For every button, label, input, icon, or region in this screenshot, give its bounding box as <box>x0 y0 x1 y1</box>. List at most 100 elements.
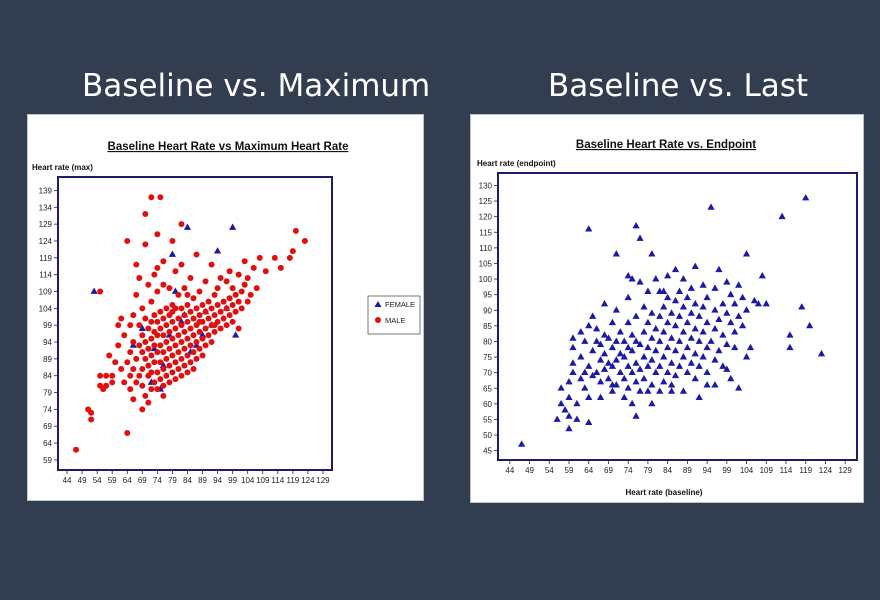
male-point <box>256 254 263 261</box>
male-point <box>163 355 170 362</box>
data-point <box>723 340 731 347</box>
male-point <box>184 318 191 325</box>
male-point <box>229 301 236 308</box>
data-point <box>604 374 613 382</box>
x-tick-label: 124 <box>819 466 833 475</box>
data-point <box>608 381 617 388</box>
male-point <box>88 409 95 416</box>
data-point <box>687 359 695 366</box>
data-point <box>731 300 739 307</box>
male-point <box>148 386 155 393</box>
male-point <box>292 227 299 234</box>
data-point <box>711 381 719 388</box>
male-point <box>187 275 194 282</box>
male-point <box>199 335 206 342</box>
y-tick-label: 55 <box>483 415 492 424</box>
data-point <box>786 331 794 338</box>
male-point <box>166 379 173 386</box>
data-point <box>632 337 640 344</box>
male-point <box>184 369 191 376</box>
x-tick-label: 104 <box>740 466 754 475</box>
data-point <box>687 334 695 341</box>
data-point <box>679 303 688 310</box>
data-point <box>652 324 660 332</box>
male-point <box>148 369 155 376</box>
chart-panel-baseline-vs-max: Baseline Heart Rate vs Maximum Heart Rat… <box>27 114 424 501</box>
data-point <box>679 275 688 282</box>
male-point <box>166 285 173 292</box>
data-point <box>628 368 636 376</box>
male-point <box>184 291 191 298</box>
data-point <box>636 234 644 241</box>
y-tick-label: 69 <box>43 422 52 431</box>
data-point <box>593 324 601 332</box>
data-point <box>711 356 719 363</box>
data-point <box>648 381 656 388</box>
x-axis-label: Heart rate (baseline) <box>626 488 703 497</box>
legend-female-marker <box>374 301 382 307</box>
male-point <box>181 285 188 292</box>
male-point <box>211 291 218 298</box>
data-point <box>648 399 656 407</box>
data-point <box>735 384 743 391</box>
data-point <box>557 399 565 407</box>
male-point <box>109 379 116 386</box>
male-point <box>181 345 188 352</box>
chart-baseline-vs-max: Baseline Heart Rate vs Maximum Heart Rat… <box>32 141 421 485</box>
male-point <box>163 372 170 379</box>
y-tick-label: 70 <box>483 369 492 378</box>
data-point <box>711 306 719 313</box>
male-point <box>169 318 176 325</box>
y-tick-label: 115 <box>479 228 492 237</box>
male-point <box>244 298 251 305</box>
female-point <box>90 287 98 294</box>
data-point <box>632 359 640 366</box>
data-point <box>569 368 577 376</box>
data-points <box>518 193 826 447</box>
male-point <box>208 305 215 312</box>
male-point <box>169 369 176 376</box>
male-point <box>154 369 161 376</box>
data-point <box>589 371 597 379</box>
legend-male-label: MALE <box>385 316 405 325</box>
male-point <box>190 349 197 356</box>
data-point <box>577 374 585 382</box>
data-point <box>628 331 636 338</box>
male-point <box>163 339 170 346</box>
data-point <box>687 284 695 291</box>
x-tick-label: 114 <box>271 476 284 485</box>
male-point <box>211 312 218 319</box>
data-point <box>778 212 786 220</box>
male-point <box>145 399 152 406</box>
data-point <box>699 281 707 288</box>
x-tick-label: 74 <box>153 476 162 485</box>
male-point <box>214 285 221 292</box>
female-point <box>213 247 222 254</box>
y-tick-label: 90 <box>483 306 492 315</box>
male-point <box>136 275 143 282</box>
male-point <box>214 301 221 308</box>
y-tick-label: 125 <box>479 197 493 206</box>
data-point <box>640 328 648 335</box>
data-point <box>675 312 684 319</box>
male-point <box>250 264 257 271</box>
male-point <box>151 342 158 349</box>
x-tick-label: 94 <box>703 466 712 475</box>
data-point <box>616 328 624 335</box>
male-point <box>184 352 191 359</box>
y-axis-label: Heart rate (max) <box>32 163 93 172</box>
data-point <box>628 399 636 407</box>
data-point <box>600 365 609 372</box>
male-point <box>262 268 269 275</box>
data-point <box>612 306 620 313</box>
male-point <box>103 382 110 389</box>
chart-title: Baseline Heart Rate vs. Endpoint <box>576 139 756 151</box>
data-point <box>640 303 648 310</box>
male-point <box>193 355 200 362</box>
legend-female-label: FEMALE <box>385 300 415 309</box>
data-point <box>671 265 680 273</box>
y-tick-label: 99 <box>43 321 52 330</box>
male-point <box>202 325 209 332</box>
male-point <box>154 264 161 271</box>
male-point <box>172 342 179 349</box>
